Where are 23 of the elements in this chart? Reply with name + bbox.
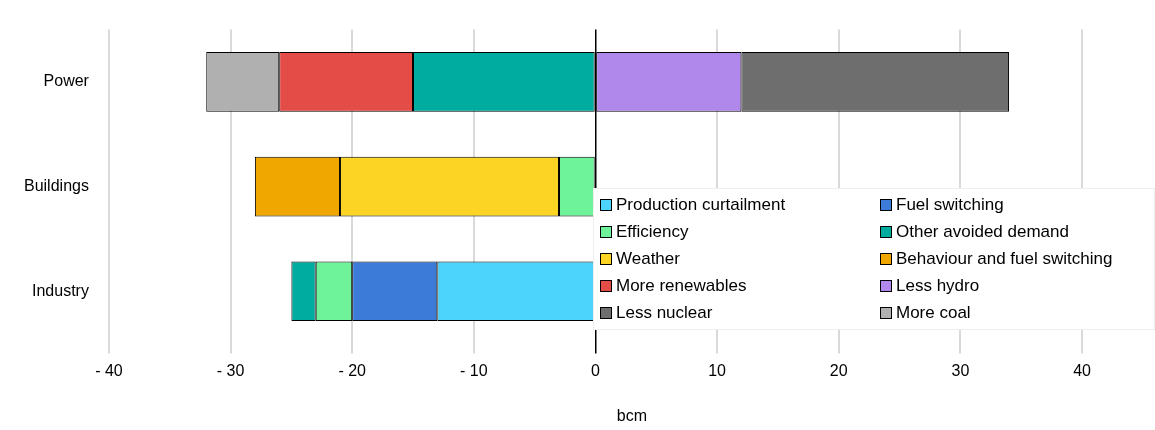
legend-label: Efficiency <box>616 222 689 242</box>
x-tick-label: 20 <box>829 361 848 379</box>
y-tick-label: Industry <box>32 281 89 299</box>
x-tick-label: 40 <box>1073 361 1092 379</box>
legend-label: Less nuclear <box>616 303 713 323</box>
legend-label: Other avoided demand <box>896 222 1069 242</box>
x-tick-label: - 10 <box>460 361 488 379</box>
legend-label: More renewables <box>616 276 747 296</box>
legend-label: Weather <box>616 249 680 269</box>
legend-label: Production curtailment <box>616 195 786 215</box>
y-tick-label: Buildings <box>23 177 89 195</box>
x-tick-label: - 30 <box>216 361 245 379</box>
x-tick-label: - 40 <box>95 361 123 379</box>
x-tick-label: 30 <box>951 361 970 379</box>
x-tick-label: 10 <box>708 361 727 379</box>
x-axis-title: bcm <box>616 406 648 424</box>
x-tick-label: - 20 <box>338 361 367 379</box>
x-tick-label: 0 <box>591 361 601 379</box>
legend-label: More coal <box>896 303 971 323</box>
legend-label: Fuel switching <box>896 195 1004 215</box>
y-tick-label: Power <box>43 72 90 90</box>
legend-label: Behaviour and fuel switching <box>896 249 1113 269</box>
legend-label: Less hydro <box>896 276 980 296</box>
